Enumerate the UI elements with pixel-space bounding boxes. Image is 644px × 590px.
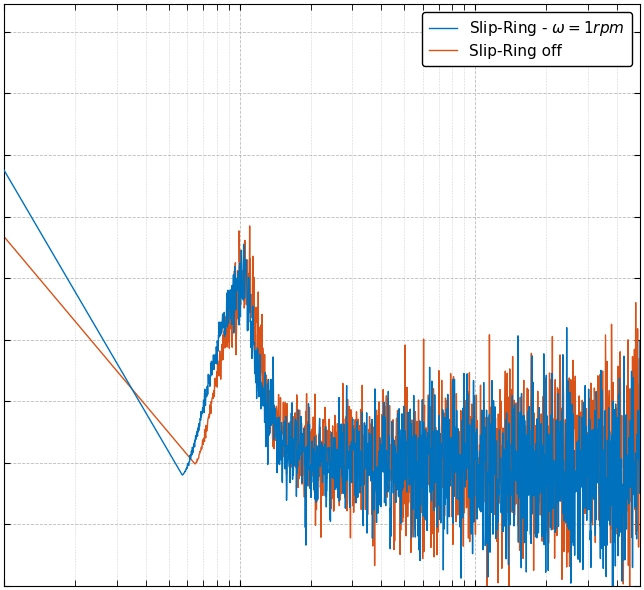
Slip-Ring - $\omega = 1rpm$ xyxy=(618,455,625,463)
Line: Slip-Ring off: Slip-Ring off xyxy=(4,226,640,590)
Slip-Ring off xyxy=(0,233,8,240)
Slip-Ring off xyxy=(636,422,644,429)
Slip-Ring - $\omega = 1rpm$ xyxy=(309,455,317,462)
Slip-Ring off xyxy=(310,431,317,438)
Slip-Ring - $\omega = 1rpm$ xyxy=(33,222,41,230)
Slip-Ring - $\omega = 1rpm$ xyxy=(618,526,625,533)
Line: Slip-Ring - $\omega = 1rpm$: Slip-Ring - $\omega = 1rpm$ xyxy=(4,171,640,590)
Slip-Ring off xyxy=(502,368,509,375)
Slip-Ring - $\omega = 1rpm$ xyxy=(292,493,300,500)
Slip-Ring off xyxy=(618,500,626,507)
Slip-Ring - $\omega = 1rpm$ xyxy=(0,167,8,174)
Slip-Ring off xyxy=(33,272,41,279)
Slip-Ring off xyxy=(293,391,301,398)
Legend: Slip-Ring - $\omega = 1rpm$, Slip-Ring off: Slip-Ring - $\omega = 1rpm$, Slip-Ring o… xyxy=(422,12,632,67)
Slip-Ring off xyxy=(618,412,625,419)
Slip-Ring - $\omega = 1rpm$ xyxy=(636,337,644,345)
Slip-Ring off xyxy=(246,222,254,230)
Slip-Ring - $\omega = 1rpm$ xyxy=(501,523,509,530)
